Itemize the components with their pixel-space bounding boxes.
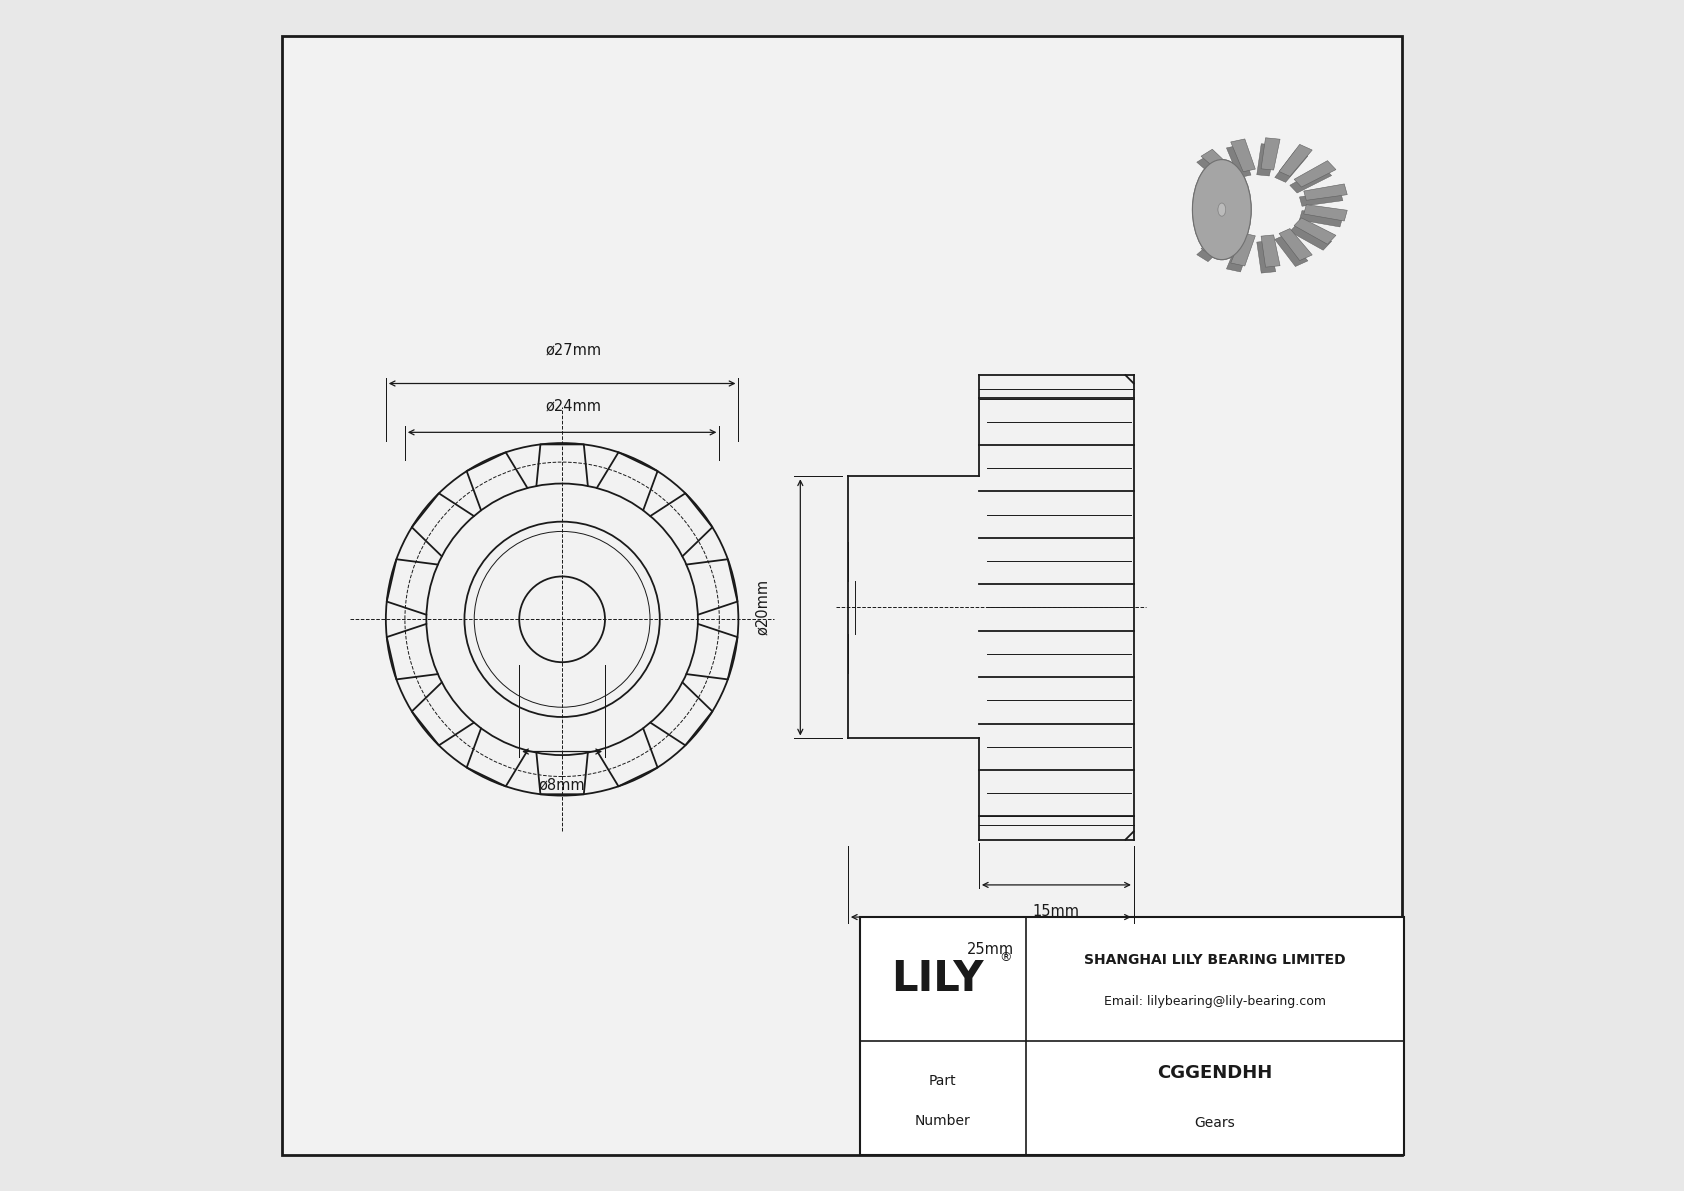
Text: 25mm: 25mm: [967, 942, 1014, 956]
Polygon shape: [1290, 167, 1332, 193]
Ellipse shape: [1192, 160, 1251, 260]
Text: CGGENDHH: CGGENDHH: [1157, 1064, 1273, 1081]
Text: Gears: Gears: [1194, 1116, 1236, 1130]
Ellipse shape: [1218, 204, 1226, 216]
Polygon shape: [1201, 149, 1238, 180]
Polygon shape: [1256, 144, 1276, 176]
Polygon shape: [1231, 233, 1255, 266]
Text: Email: lilybearing@lily-bearing.com: Email: lilybearing@lily-bearing.com: [1105, 994, 1325, 1008]
Polygon shape: [1290, 224, 1332, 250]
Bar: [1167, 83, 1339, 322]
Ellipse shape: [1192, 160, 1251, 260]
Polygon shape: [1275, 235, 1308, 267]
Text: ø20mm: ø20mm: [754, 579, 770, 636]
Text: Number: Number: [914, 1114, 970, 1128]
Ellipse shape: [1218, 204, 1226, 216]
Polygon shape: [1231, 139, 1255, 172]
Polygon shape: [1303, 183, 1347, 200]
Text: 15mm: 15mm: [1032, 904, 1079, 918]
Polygon shape: [1280, 144, 1312, 176]
Polygon shape: [1226, 239, 1251, 272]
Text: SHANGHAI LILY BEARING LIMITED: SHANGHAI LILY BEARING LIMITED: [1084, 954, 1346, 967]
Polygon shape: [1280, 229, 1312, 261]
Text: ø27mm: ø27mm: [546, 343, 603, 357]
Polygon shape: [1226, 145, 1251, 177]
Bar: [861, 917, 1404, 1155]
Polygon shape: [1300, 189, 1342, 206]
Polygon shape: [1261, 138, 1280, 170]
Text: ø24mm: ø24mm: [546, 399, 601, 413]
Polygon shape: [1201, 225, 1238, 256]
Polygon shape: [1275, 150, 1308, 182]
Polygon shape: [1300, 211, 1342, 227]
Polygon shape: [1293, 161, 1335, 187]
Text: Part: Part: [930, 1074, 957, 1087]
Text: LILY: LILY: [891, 958, 983, 1000]
Polygon shape: [1256, 241, 1276, 273]
Polygon shape: [1197, 231, 1234, 262]
Polygon shape: [1293, 218, 1335, 244]
Text: ®: ®: [1000, 952, 1012, 964]
Polygon shape: [1303, 205, 1347, 222]
Text: ø8mm: ø8mm: [539, 778, 586, 792]
Polygon shape: [1261, 235, 1280, 267]
Polygon shape: [1197, 155, 1234, 186]
